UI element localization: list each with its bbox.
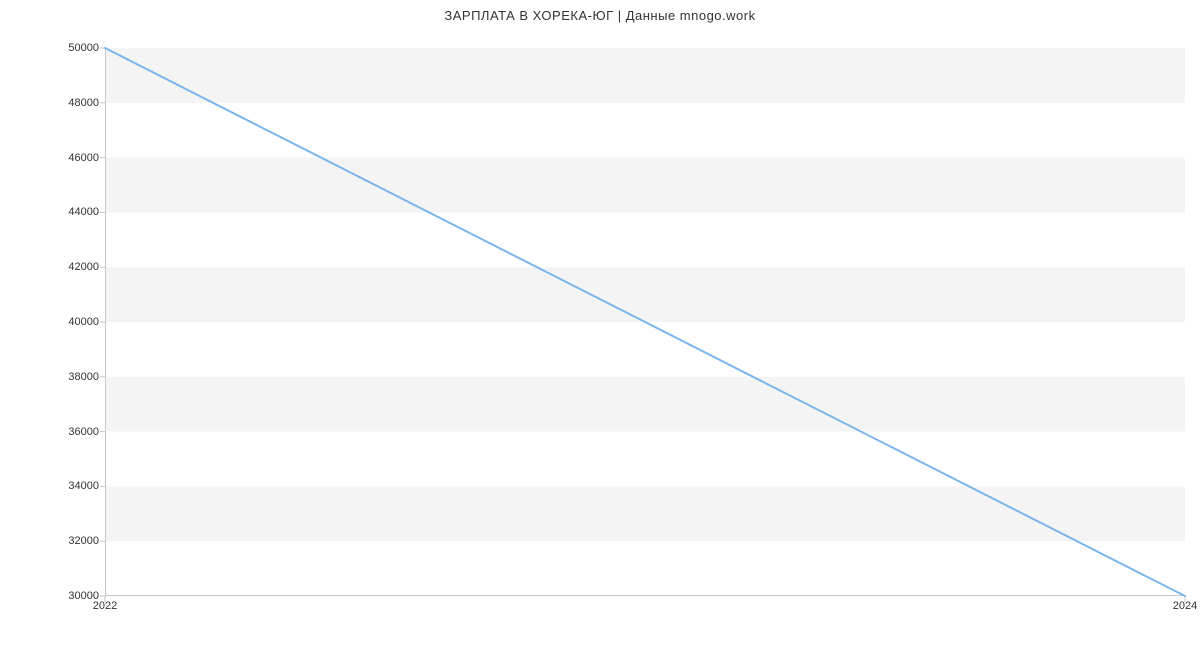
y-tick-label: 48000 — [68, 97, 99, 109]
y-tick-label: 42000 — [68, 261, 99, 273]
chart-svg — [105, 48, 1185, 596]
y-tick-label: 46000 — [68, 152, 99, 164]
y-tick-label: 32000 — [68, 535, 99, 547]
y-tick-label: 34000 — [68, 480, 99, 492]
chart-plot-area: 3000032000340003600038000400004200044000… — [105, 48, 1185, 596]
x-tick-label: 2024 — [1173, 600, 1197, 612]
y-tick-label: 44000 — [68, 206, 99, 218]
y-tick-label: 38000 — [68, 371, 99, 383]
y-tick-label: 36000 — [68, 426, 99, 438]
salary-line-chart: ЗАРПЛАТА В ХОРЕКА-ЮГ | Данные mnogo.work… — [0, 0, 1200, 650]
chart-title: ЗАРПЛАТА В ХОРЕКА-ЮГ | Данные mnogo.work — [0, 8, 1200, 23]
x-tick-label: 2022 — [93, 600, 117, 612]
y-tick-label: 50000 — [68, 42, 99, 54]
y-tick-label: 40000 — [68, 316, 99, 328]
